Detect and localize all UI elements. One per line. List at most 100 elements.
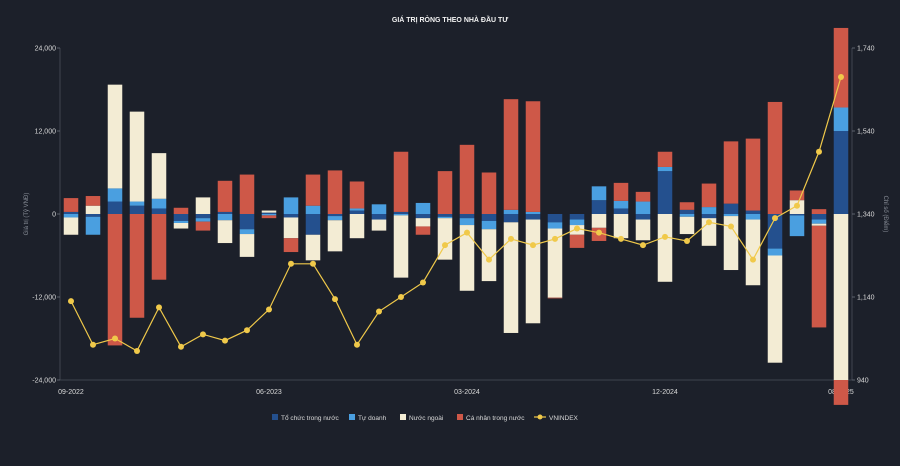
bar-segment (635, 201, 651, 214)
bar-segment (305, 205, 321, 214)
bar-segment (767, 214, 783, 249)
bar-segment (525, 211, 541, 214)
bar-segment (63, 211, 79, 214)
bar-segment (129, 205, 145, 214)
bar-segment (195, 214, 211, 219)
vnindex-point (134, 347, 140, 354)
right-tick-label: 1,740 (857, 46, 875, 53)
bar-segment (767, 255, 783, 363)
bar-segment (415, 214, 431, 219)
bar-segment (173, 220, 189, 223)
bar-segment (723, 214, 739, 217)
bar-segment (569, 214, 585, 220)
right-tick-label: 940 (857, 378, 869, 385)
vnindex-point (530, 242, 536, 249)
bar-segment (701, 183, 717, 208)
bar-segment (371, 204, 387, 214)
legend-label: VNINDEX (549, 415, 579, 422)
bar-segment (371, 214, 387, 220)
right-axis-title: Chỉ số (Điểm) (882, 196, 889, 233)
x-tick-label: 06-2023 (256, 389, 282, 396)
bar-segment (481, 214, 497, 221)
x-tick-label: 09-2022 (58, 389, 84, 396)
right-tick-label: 1,340 (857, 212, 875, 219)
plot-area: 24,000 12,000 0 -12,000 -24,000 1,740 1,540 1,3… (32, 27, 875, 405)
chart-title: GIÁ TRỊ RÒNG THEO NHÀ ĐẦU TƯ (392, 14, 508, 24)
bar-segment (723, 216, 739, 271)
bar-segment (459, 144, 475, 214)
vnindex-point (310, 260, 316, 267)
bar-segment (767, 248, 783, 256)
bar-segment (679, 216, 695, 235)
bar-segment (173, 214, 189, 221)
bar-segment (613, 200, 629, 209)
bar-segment (811, 223, 827, 226)
bar-segment (261, 214, 277, 216)
bar-segment (261, 212, 277, 214)
vnindex-point (552, 235, 558, 242)
bar-segment (569, 219, 585, 226)
bar-segment (217, 211, 233, 214)
bar-segment (525, 219, 541, 324)
bar-segment (129, 201, 145, 206)
vnindex-point (442, 242, 448, 249)
bar-segment (481, 172, 497, 214)
vnindex-point (464, 229, 470, 236)
x-tick-label: 03-2024 (454, 389, 480, 396)
bar-segment (811, 214, 827, 220)
bar-segment (569, 234, 585, 248)
vnindex-point (750, 256, 756, 263)
bar-segment (789, 214, 805, 216)
bar-segment (415, 218, 431, 227)
vnindex-point (420, 279, 426, 286)
bar-segment (481, 229, 497, 282)
vnindex-point (200, 331, 206, 338)
bar-segment (811, 225, 827, 328)
bar-segment (679, 209, 695, 214)
bar-segment (415, 202, 431, 214)
vnindex-point (90, 341, 96, 348)
vnindex-point (244, 327, 250, 334)
bar-segment (261, 210, 277, 213)
bar-segment (217, 214, 233, 221)
bar-segment (833, 107, 849, 131)
right-tick-label: 1,140 (857, 295, 875, 302)
bar-segment (151, 214, 167, 280)
bar-segment (217, 180, 233, 212)
bar-segment (833, 214, 849, 380)
bar-segment (393, 215, 409, 278)
bar-segment (591, 186, 607, 201)
vnindex-point (662, 233, 668, 240)
vnindex-point (596, 229, 602, 236)
bar-segment (525, 214, 541, 220)
bar-segment (613, 182, 629, 201)
left-tick-label: 24,000 (35, 46, 57, 53)
vnindex-point (68, 298, 74, 305)
bar-segment (503, 209, 519, 214)
vnindex-point (684, 237, 690, 244)
vnindex-point (794, 202, 800, 209)
bar-segment (239, 234, 255, 257)
bar-segment (503, 214, 519, 223)
bar-segment (173, 207, 189, 214)
bar-segment (173, 222, 189, 229)
vnindex-point (816, 148, 822, 155)
left-tick-label: 0 (52, 212, 56, 219)
bar-segment (305, 214, 321, 235)
vnindex-point (728, 223, 734, 230)
bar-segment (679, 202, 695, 210)
bar-segment (525, 101, 541, 212)
vnindex-point (508, 235, 514, 242)
legend-point-swatch (537, 414, 543, 420)
vnindex-point (354, 341, 360, 348)
bar-segment (547, 228, 563, 298)
vnindex-point (332, 296, 338, 303)
bar-segment (349, 181, 365, 209)
legend-swatch (400, 414, 406, 420)
bar-segment (195, 218, 211, 222)
legend: Tổ chức trong nước Tự doanh Nước ngoài Cá n… (272, 414, 579, 422)
bar-segment (195, 197, 211, 214)
bar-segment (745, 138, 761, 211)
bar-segment (415, 226, 431, 235)
bar-segment (349, 214, 365, 239)
